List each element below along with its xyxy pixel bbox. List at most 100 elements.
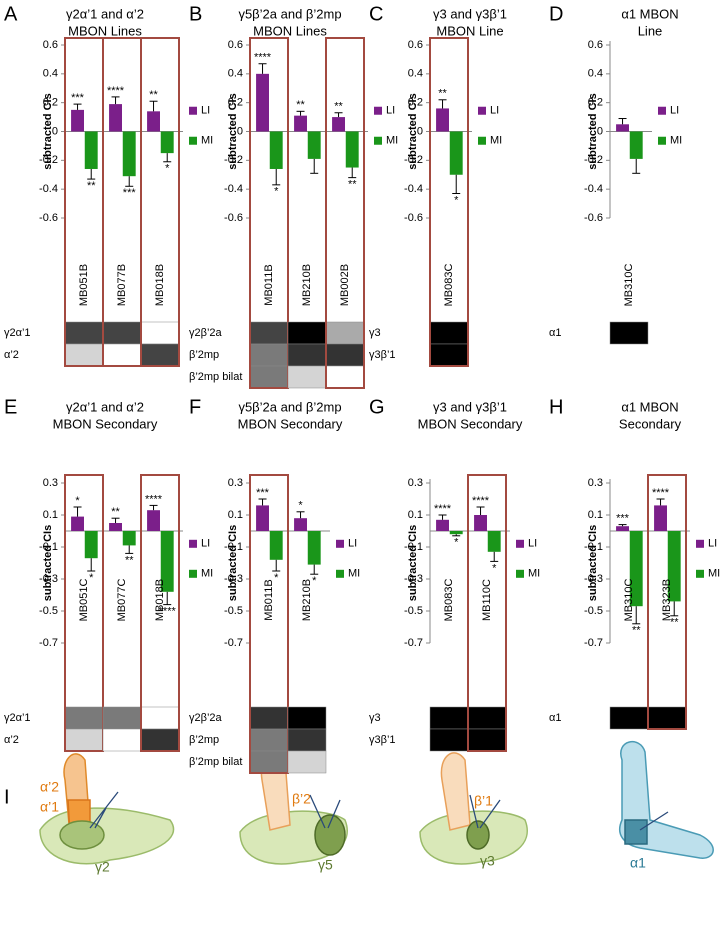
bar xyxy=(109,104,122,132)
y-tick-label: -0.7 xyxy=(39,637,58,649)
y-axis-label: subtracted CIs xyxy=(42,525,54,601)
highlight-box xyxy=(249,474,289,774)
y-tick-label: 0.2 xyxy=(228,97,243,109)
x-tick-label: MB323B xyxy=(661,579,673,621)
highlight-box xyxy=(249,37,289,389)
chart-title: α1 MBON xyxy=(621,399,678,414)
highlight-box xyxy=(647,474,687,730)
y-tick-label: -0.7 xyxy=(584,637,603,649)
legend-swatch xyxy=(516,569,524,578)
legend-swatch xyxy=(189,106,197,115)
y-tick-label: 0.6 xyxy=(228,39,243,51)
y-tick-label: -0.5 xyxy=(404,605,423,617)
panel-letter: E xyxy=(4,396,17,418)
y-axis-label: subtracted CIs xyxy=(587,525,599,601)
y-axis-label: subtracted CIs xyxy=(407,525,419,601)
bar xyxy=(84,131,98,169)
significance: ** xyxy=(632,625,641,637)
legend-swatch xyxy=(336,569,344,578)
heat-cell xyxy=(64,728,104,752)
legend-label: MI xyxy=(490,135,502,147)
heat-cell xyxy=(287,343,327,367)
y-tick-label: 0 xyxy=(237,125,243,137)
y-tick-label: -0.4 xyxy=(584,183,603,195)
legend-label: MI xyxy=(528,568,540,580)
x-tick-label: MB210B xyxy=(301,264,313,306)
x-tick-label: MB011B xyxy=(263,579,275,620)
significance: ** xyxy=(149,89,158,101)
legend-swatch xyxy=(478,106,486,115)
heat-row-label: γ2α’1 xyxy=(4,712,31,724)
heat-cell xyxy=(249,321,289,345)
heat-row-label: γ3β’1 xyxy=(369,349,396,361)
heat-row-label: α’2 xyxy=(4,349,19,361)
legend-label: MI xyxy=(201,568,213,580)
y-tick-label: -0.6 xyxy=(39,212,58,224)
heat-cell xyxy=(429,321,469,345)
x-tick-label: MB051C xyxy=(78,579,90,622)
y-tick-label: 0 xyxy=(52,125,58,137)
heat-cell xyxy=(249,750,289,774)
legend-label: MI xyxy=(386,135,398,147)
heat-cell xyxy=(140,321,180,345)
heat-row-label: β’2mp bilat xyxy=(189,756,242,768)
bar xyxy=(474,515,487,531)
bar xyxy=(307,131,321,159)
y-tick-label: 0.3 xyxy=(228,477,243,489)
significance: **** xyxy=(254,52,272,64)
bar xyxy=(160,131,174,154)
heat-cell xyxy=(249,728,289,752)
bar xyxy=(147,111,160,132)
region-label: γ3 xyxy=(480,853,495,869)
y-tick-label: -0.4 xyxy=(404,183,423,195)
chart-title: γ5β’2a and β’2mp xyxy=(238,6,341,21)
heat-cell xyxy=(140,706,180,730)
x-tick-label: MB083C xyxy=(443,264,455,307)
bar xyxy=(487,531,501,552)
significance: ** xyxy=(125,554,134,566)
significance: * xyxy=(312,575,317,587)
arrow xyxy=(469,794,501,829)
bar xyxy=(269,131,283,169)
heat-cell xyxy=(609,706,649,730)
significance: * xyxy=(298,500,303,512)
heat-row-label: α1 xyxy=(549,712,561,724)
bar xyxy=(294,115,307,132)
x-tick-label: MB018B xyxy=(154,264,166,306)
y-tick-label: -0.5 xyxy=(584,605,603,617)
heat-cell xyxy=(325,365,365,389)
lobe-shape xyxy=(466,820,490,850)
y-tick-label: -0.5 xyxy=(224,605,243,617)
legend-swatch xyxy=(696,539,704,548)
y-tick-label: -0.2 xyxy=(224,154,243,166)
legend-label: MI xyxy=(348,568,360,580)
chart-title: MBON Line xyxy=(436,23,503,38)
significance: ** xyxy=(438,88,447,100)
significance: * xyxy=(492,562,497,574)
heat-cell xyxy=(64,321,104,345)
bar xyxy=(449,131,463,175)
y-tick-label: -0.6 xyxy=(584,212,603,224)
panel-letter: B xyxy=(189,3,202,25)
panel-i: I α’2 α’1 γ2 β’2 γ5 β’1 γ3 α1 xyxy=(4,741,714,875)
x-tick-label: MB210B xyxy=(301,579,313,621)
bar xyxy=(449,531,463,535)
y-tick-label: 0.3 xyxy=(43,477,58,489)
x-tick-label: MB310C xyxy=(623,264,635,307)
heat-cell xyxy=(287,365,327,389)
highlight-box xyxy=(64,37,104,367)
highlight-box xyxy=(140,474,180,752)
bar xyxy=(629,531,643,607)
region-label: β’2 xyxy=(292,791,311,807)
y-tick-label: 0.4 xyxy=(588,68,603,80)
chart-title: α1 MBON xyxy=(621,6,678,21)
legend-label: LI xyxy=(528,538,537,550)
legend-label: MI xyxy=(708,568,720,580)
significance: * xyxy=(454,537,459,549)
heat-row-label: γ3β’1 xyxy=(369,734,396,746)
heat-row-label: β’2mp xyxy=(189,349,219,361)
chart-title: γ2α’1 and α’2 xyxy=(66,6,144,21)
bar xyxy=(160,531,174,592)
legend-label: LI xyxy=(670,105,679,117)
